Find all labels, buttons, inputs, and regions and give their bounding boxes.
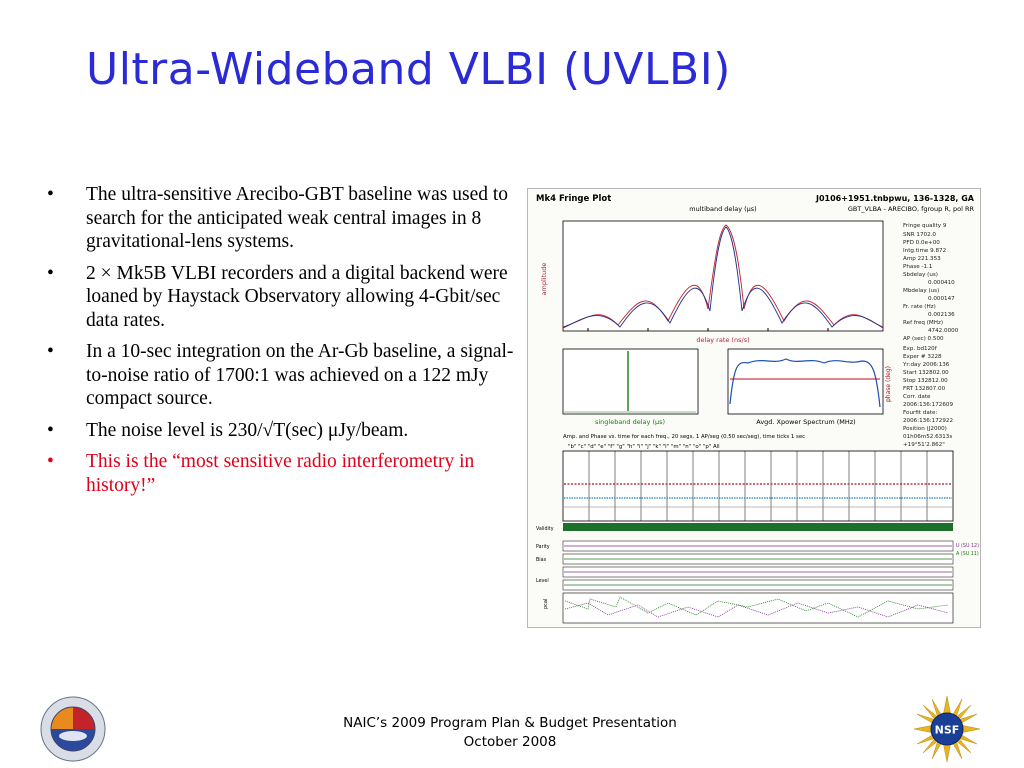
status-rows [562, 540, 954, 591]
svg-text:AP (sec) 0.500: AP (sec) 0.500 [903, 336, 944, 342]
svg-text:Corr. date: Corr. date [903, 394, 931, 400]
singleband-panel: singleband delay (μs) [562, 348, 699, 426]
svg-text:Validity: Validity [536, 526, 554, 532]
bullet-item: • The ultra-sensitive Arecibo-GBT baselin… [47, 184, 509, 252]
bullet-item: • The noise level is 230/√T(sec) μJy/beam… [47, 419, 409, 441]
svg-text:Parity: Parity [536, 544, 550, 550]
xpower-panel: Avgd. Xpower Spectrum (MHz) phase (deg) [727, 348, 892, 426]
svg-text:Position (J2000): Position (J2000) [903, 426, 947, 432]
amp-phase-caption: Amp. and Phase vs. time for each freq., … [563, 434, 805, 440]
bullet-item: • 2 × Mk5B VLBI recorders and a digital b… [47, 262, 508, 331]
svg-text:0.000410: 0.000410 [928, 280, 955, 286]
singleband-label: singleband delay (μs) [595, 418, 665, 426]
svg-text:01h06m52.6313s: 01h06m52.6313s [903, 434, 952, 440]
svg-text:FRT 132807.00: FRT 132807.00 [903, 386, 946, 392]
footer-line2: October 2008 [463, 734, 557, 750]
amp-phase-grid [562, 450, 954, 522]
svg-text:Yr:day 2006:136: Yr:day 2006:136 [902, 362, 950, 368]
svg-text:0.002136: 0.002136 [928, 312, 955, 318]
nsf-logo-icon: NSF [912, 694, 982, 764]
svg-text:Fringe quality 9: Fringe quality 9 [903, 223, 947, 229]
phase-label: phase (deg) [885, 366, 892, 402]
svg-text:U (SU 12): U (SU 12) [956, 543, 979, 549]
svg-text:Level: Level [536, 578, 549, 584]
svg-text:0.000147: 0.000147 [928, 296, 955, 302]
svg-text:2006:136:172609: 2006:136:172609 [903, 402, 953, 408]
svg-text:Fr. rate (Hz): Fr. rate (Hz) [903, 304, 936, 310]
svg-text:+19°51'2.862": +19°51'2.862" [903, 442, 945, 448]
bullet-item: • In a 10-sec integration on the Ar-Gb ba… [47, 341, 514, 409]
svg-text:pcal: pcal [543, 599, 549, 609]
svg-text:Sbdelay (us): Sbdelay (us) [903, 272, 938, 278]
svg-text:Exp. bd120f: Exp. bd120f [903, 346, 938, 352]
svg-text:Exper # 3228: Exper # 3228 [903, 354, 942, 360]
svg-text:Bias: Bias [536, 557, 547, 563]
fringe-plot-image: Mk4 Fringe Plot J0106+1951.tnbpwu, 136-1… [527, 188, 981, 628]
svg-text:PFD 0.0e+00: PFD 0.0e+00 [903, 240, 940, 246]
fringe-header-right: J0106+1951.tnbpwu, 136-1328, GA [815, 194, 975, 203]
xpower-label: Avgd. Xpower Spectrum (MHz) [756, 418, 855, 426]
svg-text:2006:136:172922: 2006:136:172922 [903, 418, 953, 424]
svg-text:Fourfit date:: Fourfit date: [903, 410, 937, 416]
validity-bar [563, 523, 953, 531]
fringe-header-left: Mk4 Fringe Plot [536, 194, 611, 204]
fringe-header-right2: GBT_VLBA - ARECIBO, fgroup R, pol RR [848, 205, 975, 213]
svg-text:Amp 221.353: Amp 221.353 [903, 256, 941, 262]
fringe-stats: Fringe quality 9 SNR 1702.0 PFD 0.0e+00 … [902, 223, 959, 448]
channel-letters: "b" "c" "d" "e" "f" "g" "h" "i" "j" "k" … [568, 444, 720, 450]
amplitude-label: amplitude [540, 263, 548, 296]
svg-text:A (SU 11): A (SU 11) [956, 551, 979, 557]
pcal-panel: pcal [543, 592, 954, 624]
svg-text:Ref freq (MHz): Ref freq (MHz) [903, 320, 943, 326]
nsf-logo-text: NSF [935, 724, 960, 737]
svg-text:Start 132802.00: Start 132802.00 [903, 370, 949, 376]
svg-text:SNR 1702.0: SNR 1702.0 [903, 232, 936, 238]
bullet-item-highlight: • This is the “most sensitive radio inter… [47, 451, 475, 496]
svg-text:Mbdelay (us): Mbdelay (us) [903, 288, 939, 294]
svg-text:4742.0000: 4742.0000 [928, 328, 959, 334]
bullet-list: • The ultra-sensitive Arecibo-GBT baselin… [44, 183, 519, 505]
footer: NAIC’s 2009 Program Plan & Budget Presen… [290, 714, 730, 752]
svg-text:Phase -1.1: Phase -1.1 [903, 264, 933, 270]
multiband-axis-label: multiband delay (μs) [689, 205, 756, 213]
delay-rate-panel: amplitude delay rate (ns/s) [540, 220, 884, 344]
delay-rate-label: delay rate (ns/s) [696, 336, 749, 344]
svg-text:Intg.time 9.872: Intg.time 9.872 [903, 248, 946, 254]
slide-title: Ultra-Wideband VLBI (UVLBI) [86, 44, 731, 95]
naic-seal-icon [40, 696, 106, 762]
footer-line1: NAIC’s 2009 Program Plan & Budget Presen… [343, 715, 677, 731]
svg-text:Stop 132812.00: Stop 132812.00 [903, 378, 948, 384]
